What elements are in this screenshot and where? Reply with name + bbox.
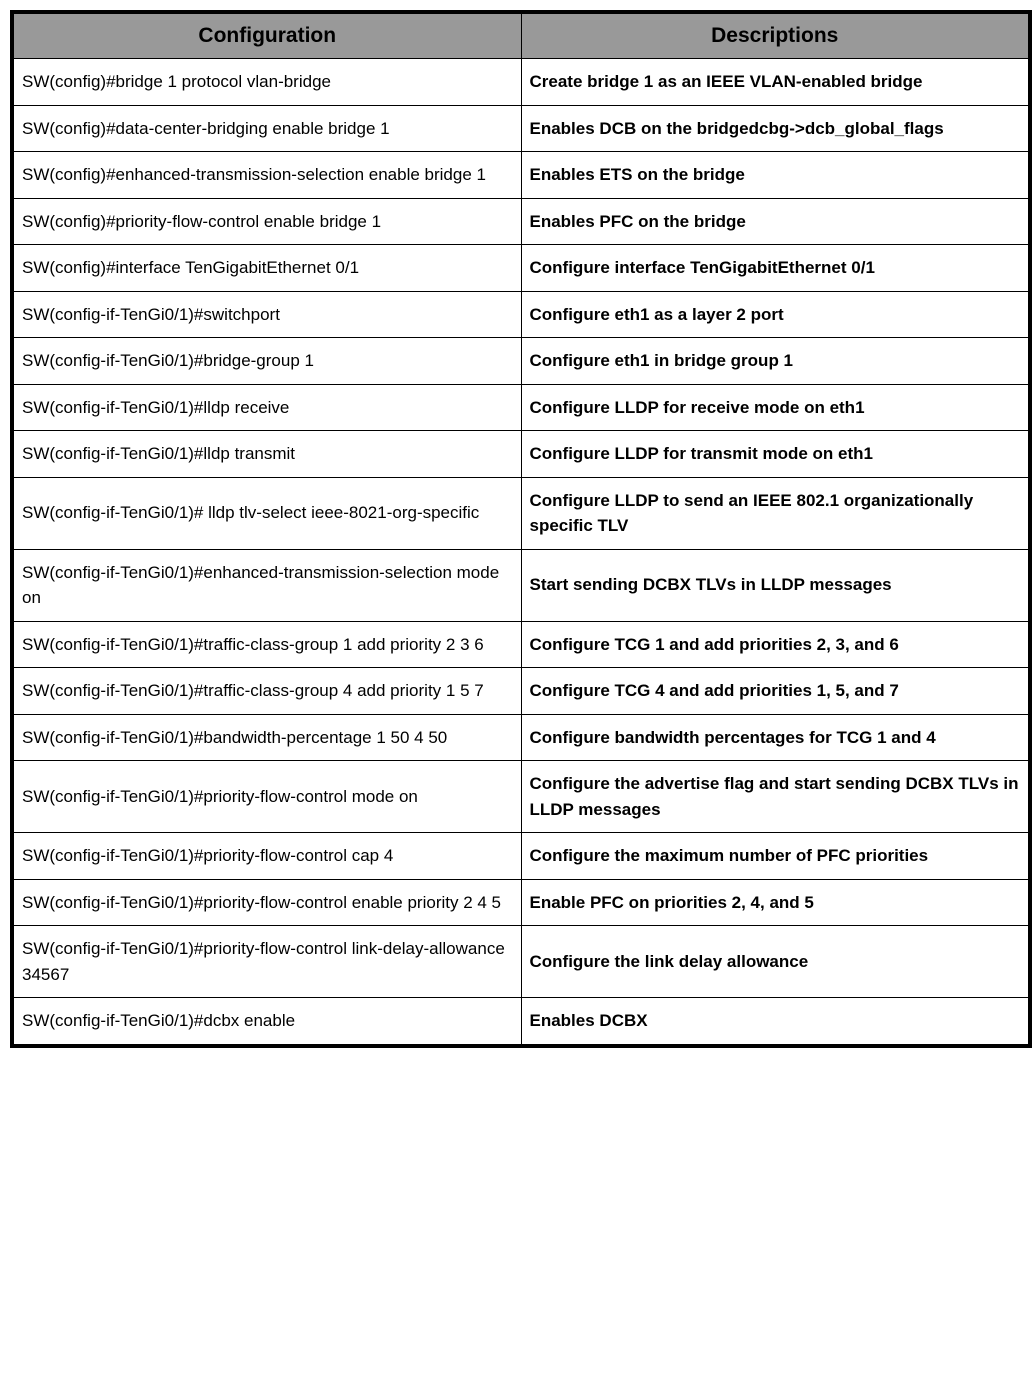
table-row: SW(config-if-TenGi0/1)# lldp tlv-select … <box>14 477 1029 549</box>
desc-cell: Configure eth1 as a layer 2 port <box>521 291 1029 338</box>
config-cell: SW(config)#priority-flow-control enable … <box>14 198 522 245</box>
config-cell: SW(config)#bridge 1 protocol vlan-bridge <box>14 59 522 106</box>
config-cell: SW(config-if-TenGi0/1)#switchport <box>14 291 522 338</box>
table-row: SW(config)#data-center-bridging enable b… <box>14 105 1029 152</box>
desc-cell: Start sending DCBX TLVs in LLDP messages <box>521 549 1029 621</box>
desc-cell: Configure the advertise flag and start s… <box>521 761 1029 833</box>
config-cell: SW(config-if-TenGi0/1)#traffic-class-gro… <box>14 668 522 715</box>
table-row: SW(config-if-TenGi0/1)#lldp transmitConf… <box>14 431 1029 478</box>
config-cell: SW(config-if-TenGi0/1)#priority-flow-con… <box>14 926 522 998</box>
config-cell: SW(config)#data-center-bridging enable b… <box>14 105 522 152</box>
desc-cell: Configure bandwidth percentages for TCG … <box>521 714 1029 761</box>
header-desc: Descriptions <box>521 14 1029 59</box>
desc-cell: Configure LLDP for transmit mode on eth1 <box>521 431 1029 478</box>
desc-cell: Configure LLDP to send an IEEE 802.1 org… <box>521 477 1029 549</box>
config-cell: SW(config-if-TenGi0/1)#dcbx enable <box>14 998 522 1045</box>
config-cell: SW(config-if-TenGi0/1)#bandwidth-percent… <box>14 714 522 761</box>
desc-cell: Configure the maximum number of PFC prio… <box>521 833 1029 880</box>
config-cell: SW(config-if-TenGi0/1)#priority-flow-con… <box>14 833 522 880</box>
config-cell: SW(config-if-TenGi0/1)#priority-flow-con… <box>14 761 522 833</box>
desc-cell: Configure the link delay allowance <box>521 926 1029 998</box>
config-cell: SW(config-if-TenGi0/1)#traffic-class-gro… <box>14 621 522 668</box>
table-row: SW(config-if-TenGi0/1)#switchportConfigu… <box>14 291 1029 338</box>
table-row: SW(config-if-TenGi0/1)#priority-flow-con… <box>14 833 1029 880</box>
config-cell: SW(config-if-TenGi0/1)#lldp transmit <box>14 431 522 478</box>
config-cell: SW(config-if-TenGi0/1)#bridge-group 1 <box>14 338 522 385</box>
table-body: SW(config)#bridge 1 protocol vlan-bridge… <box>14 59 1029 1045</box>
config-cell: SW(config-if-TenGi0/1)#enhanced-transmis… <box>14 549 522 621</box>
config-cell: SW(config-if-TenGi0/1)# lldp tlv-select … <box>14 477 522 549</box>
table-row: SW(config-if-TenGi0/1)#bridge-group 1Con… <box>14 338 1029 385</box>
table-row: SW(config-if-TenGi0/1)#lldp receiveConfi… <box>14 384 1029 431</box>
desc-cell: Configure interface TenGigabitEthernet 0… <box>521 245 1029 292</box>
config-cell: SW(config)#interface TenGigabitEthernet … <box>14 245 522 292</box>
desc-cell: Configure LLDP for receive mode on eth1 <box>521 384 1029 431</box>
table-row: SW(config-if-TenGi0/1)#dcbx enableEnable… <box>14 998 1029 1045</box>
table-row: SW(config)#enhanced-transmission-selecti… <box>14 152 1029 199</box>
table-row: SW(config)#priority-flow-control enable … <box>14 198 1029 245</box>
table-row: SW(config-if-TenGi0/1)#traffic-class-gro… <box>14 668 1029 715</box>
table-row: SW(config-if-TenGi0/1)#priority-flow-con… <box>14 926 1029 998</box>
table-row: SW(config-if-TenGi0/1)#bandwidth-percent… <box>14 714 1029 761</box>
desc-cell: Configure TCG 1 and add priorities 2, 3,… <box>521 621 1029 668</box>
table-row: SW(config)#interface TenGigabitEthernet … <box>14 245 1029 292</box>
desc-cell: Enable PFC on priorities 2, 4, and 5 <box>521 879 1029 926</box>
table-row: SW(config-if-TenGi0/1)#priority-flow-con… <box>14 761 1029 833</box>
desc-cell: Create bridge 1 as an IEEE VLAN-enabled … <box>521 59 1029 106</box>
desc-cell: Configure TCG 4 and add priorities 1, 5,… <box>521 668 1029 715</box>
table-row: SW(config)#bridge 1 protocol vlan-bridge… <box>14 59 1029 106</box>
table-row: SW(config-if-TenGi0/1)#priority-flow-con… <box>14 879 1029 926</box>
config-cell: SW(config-if-TenGi0/1)#priority-flow-con… <box>14 879 522 926</box>
table-header-row: Configuration Descriptions <box>14 14 1029 59</box>
desc-cell: Enables DCBX <box>521 998 1029 1045</box>
table-row: SW(config-if-TenGi0/1)#enhanced-transmis… <box>14 549 1029 621</box>
config-cell: SW(config)#enhanced-transmission-selecti… <box>14 152 522 199</box>
desc-cell: Enables DCB on the bridgedcbg->dcb_globa… <box>521 105 1029 152</box>
header-config: Configuration <box>14 14 522 59</box>
config-table: Configuration Descriptions SW(config)#br… <box>13 13 1029 1045</box>
desc-cell: Configure eth1 in bridge group 1 <box>521 338 1029 385</box>
table-row: SW(config-if-TenGi0/1)#traffic-class-gro… <box>14 621 1029 668</box>
desc-cell: Enables PFC on the bridge <box>521 198 1029 245</box>
config-table-container: Configuration Descriptions SW(config)#br… <box>10 10 1032 1048</box>
config-cell: SW(config-if-TenGi0/1)#lldp receive <box>14 384 522 431</box>
desc-cell: Enables ETS on the bridge <box>521 152 1029 199</box>
